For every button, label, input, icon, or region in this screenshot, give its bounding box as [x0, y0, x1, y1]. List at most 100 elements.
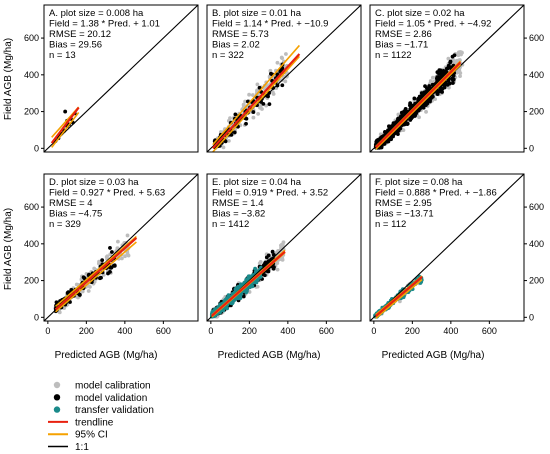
x-tick-label: 400 [280, 326, 295, 336]
data-point [423, 101, 428, 106]
panel-b-plot-area [207, 5, 361, 152]
data-point [408, 104, 413, 108]
ci-upper-line [212, 44, 301, 146]
panel-d-annotation: RMSE = 4 [49, 198, 93, 209]
one-to-one-line [370, 174, 524, 321]
x-tick-label: 600 [156, 326, 171, 336]
legend-item-transfer-validation: transfer validation [53, 405, 154, 416]
y-tick-label: 600 [24, 202, 39, 212]
data-point [396, 116, 400, 121]
data-point [430, 94, 435, 99]
ci-lower-line [51, 112, 80, 148]
x-tick-label: 0 [371, 326, 376, 336]
legend-label: model calibration [75, 381, 151, 392]
trendline [50, 106, 80, 144]
legend-item-model-calibration: model calibration [53, 381, 151, 392]
data-point [440, 71, 445, 76]
data-point [125, 233, 130, 238]
legend-item-one-to-one: 1:1 [48, 442, 89, 453]
panel-d-annotation: Bias = −4.75 [49, 209, 102, 220]
data-point [430, 75, 435, 80]
data-point [275, 60, 280, 65]
panel-a-frame [43, 4, 199, 153]
panel-a-annotation: A. plot size = 0.008 ha [49, 8, 144, 19]
data-point [257, 85, 262, 90]
x-axis-label-left: Predicted AGB (Mg/ha) [55, 350, 158, 361]
data-point [419, 105, 424, 110]
panel-b-annotation: Field = 1.14 * Pred. + −10.9 [212, 19, 328, 30]
data-point [403, 107, 408, 111]
x-tick-label: 200 [242, 326, 257, 336]
data-point [238, 282, 243, 287]
data-point [284, 74, 289, 79]
data-point [388, 124, 392, 129]
panel-b-annotation: n = 322 [212, 50, 244, 61]
data-point [458, 74, 462, 79]
panel-d-annotation: D. plot size = 0.03 ha [49, 177, 139, 188]
y-tick-label: 0 [529, 143, 534, 153]
x-tick-label: 400 [117, 326, 132, 336]
data-point [105, 254, 110, 259]
legend-marker [53, 381, 61, 389]
data-point [408, 101, 413, 106]
data-point [452, 53, 457, 58]
panel-f-annotation: Bias = −13.71 [375, 209, 434, 220]
data-point [457, 50, 461, 55]
legend-marker [53, 394, 61, 401]
data-point [399, 110, 404, 115]
panel-c-annotation: C. plot size = 0.02 ha [375, 8, 465, 19]
data-point [57, 310, 62, 315]
data-point [280, 257, 285, 262]
data-point [424, 109, 428, 114]
panel-c-annotation: RMSE = 2.86 [375, 29, 432, 40]
panel-f-annotation: Field = 0.888 * Pred. + −1.86 [375, 188, 497, 199]
y-tick-label: 200 [24, 107, 39, 117]
data-point [97, 259, 101, 264]
data-point [108, 246, 112, 250]
data-point [260, 107, 264, 111]
panel-e-frame [206, 173, 362, 322]
panel-f-annotation: F. plot size = 0.08 ha [375, 177, 463, 188]
ci-lower-line [212, 55, 300, 152]
data-point [275, 83, 280, 88]
data-point [66, 290, 71, 295]
panel-b-annotation: Bias = 2.02 [212, 40, 260, 51]
panel-a-annotation: Bias = 29.56 [49, 40, 102, 51]
legend-label: model validation [75, 393, 147, 404]
data-point [279, 242, 284, 247]
panel-c-frame [369, 4, 525, 153]
y-tick-label: 400 [529, 239, 544, 249]
data-point [456, 53, 461, 58]
x-tick-label: 0 [45, 326, 50, 336]
data-point [448, 59, 453, 64]
data-point [123, 254, 127, 259]
data-point [245, 277, 249, 281]
x-tick-label: 200 [79, 326, 94, 336]
data-point [247, 92, 252, 97]
data-point [256, 111, 261, 116]
y-tick-label: 400 [24, 70, 39, 80]
y-tick-label: 600 [529, 202, 544, 212]
panel-a-annotation: Field = 1.38 * Pred. + 1.01 [49, 19, 160, 30]
y-axis-label-top: Field AGB (Mg/ha) [3, 38, 14, 120]
data-point [437, 68, 442, 73]
y-tick-label: 600 [529, 33, 544, 43]
data-point [253, 266, 257, 271]
data-point [379, 145, 384, 150]
data-point [400, 114, 405, 118]
data-point [279, 55, 284, 60]
data-point [261, 101, 266, 106]
data-point [92, 266, 97, 271]
panel-c-plot-area [370, 5, 524, 152]
x-tick-label: 600 [319, 326, 334, 336]
y-tick-label: 200 [529, 276, 544, 286]
data-point [457, 68, 462, 73]
y-tick-label: 600 [24, 33, 39, 43]
legend-label: trendline [75, 417, 114, 428]
panel-d-annotation: n = 329 [49, 219, 81, 230]
trendline [211, 53, 301, 149]
data-point [428, 99, 432, 104]
